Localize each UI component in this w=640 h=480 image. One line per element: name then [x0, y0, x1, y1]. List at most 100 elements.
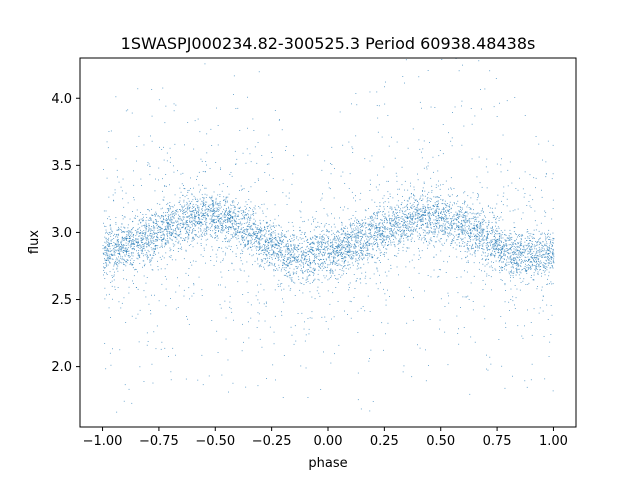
data-point: [337, 278, 339, 280]
data-point: [111, 258, 113, 260]
data-point: [287, 249, 289, 251]
data-point: [349, 234, 351, 236]
data-point: [265, 258, 266, 260]
data-point: [329, 231, 330, 233]
data-point: [141, 237, 143, 239]
data-point: [190, 222, 192, 224]
data-point: [349, 252, 350, 253]
data-point: [161, 216, 163, 218]
data-point: [320, 389, 322, 390]
data-point: [378, 223, 380, 225]
data-point: [311, 242, 313, 243]
data-point: [185, 221, 187, 223]
data-point: [222, 211, 223, 213]
data-point: [307, 263, 309, 265]
data-point: [121, 246, 123, 248]
data-point: [492, 217, 494, 219]
data-point: [287, 240, 289, 242]
data-point: [383, 236, 385, 238]
data-point: [283, 256, 285, 258]
data-point: [135, 269, 137, 270]
data-point: [341, 248, 343, 250]
data-point: [348, 247, 350, 248]
data-point: [290, 262, 292, 263]
data-point: [369, 358, 370, 359]
data-point: [363, 250, 364, 252]
data-point: [186, 203, 188, 205]
data-point: [283, 355, 285, 356]
data-point: [417, 215, 419, 217]
data-point: [253, 232, 255, 234]
data-point: [221, 190, 223, 192]
data-point: [433, 245, 435, 247]
data-point: [242, 263, 244, 265]
data-point: [317, 243, 319, 245]
data-point: [482, 258, 484, 260]
data-point: [550, 241, 551, 242]
data-point: [490, 233, 491, 234]
data-point: [404, 214, 406, 215]
data-point: [274, 230, 276, 231]
data-point: [185, 250, 187, 252]
data-point: [286, 264, 288, 266]
data-points: [102, 58, 555, 413]
data-point: [358, 231, 359, 233]
data-point: [413, 211, 415, 213]
data-point: [116, 267, 118, 269]
data-point: [503, 244, 504, 246]
data-point: [443, 233, 445, 235]
data-point: [241, 218, 243, 220]
data-point: [128, 233, 130, 235]
data-point: [215, 237, 217, 238]
data-point: [154, 223, 156, 224]
data-point: [198, 213, 200, 215]
data-point: [179, 216, 181, 218]
data-point: [414, 221, 416, 223]
data-point: [407, 223, 409, 225]
data-point: [382, 197, 384, 199]
data-point: [369, 217, 371, 219]
data-point: [186, 194, 188, 196]
data-point: [158, 99, 160, 101]
data-point: [473, 216, 475, 218]
data-point: [359, 225, 360, 226]
data-point: [500, 255, 502, 257]
data-point: [432, 213, 434, 215]
data-point: [393, 219, 395, 221]
data-point: [425, 349, 426, 351]
data-point: [332, 273, 334, 274]
data-point: [257, 178, 259, 180]
data-point: [251, 234, 252, 236]
data-point: [267, 240, 269, 241]
data-point: [167, 225, 169, 227]
data-point: [316, 236, 317, 238]
data-point: [150, 259, 152, 261]
data-point: [125, 265, 127, 267]
data-point: [226, 231, 228, 233]
data-point: [280, 283, 281, 285]
data-point: [184, 204, 186, 206]
data-point: [421, 218, 423, 220]
data-point: [340, 228, 342, 230]
data-point: [426, 201, 428, 203]
data-point: [464, 215, 466, 217]
data-point: [414, 195, 416, 197]
data-point: [440, 238, 442, 239]
data-point: [522, 245, 524, 247]
data-point: [528, 264, 529, 266]
data-point: [420, 219, 421, 220]
data-point: [157, 237, 158, 238]
data-point: [522, 260, 524, 262]
data-point: [330, 246, 331, 248]
data-point: [188, 207, 190, 208]
data-point: [285, 274, 286, 276]
data-point: [132, 262, 134, 263]
data-point: [439, 217, 441, 219]
data-point: [375, 262, 377, 264]
data-point: [449, 218, 451, 219]
data-point: [412, 218, 413, 219]
data-point: [456, 219, 457, 221]
data-point: [364, 222, 366, 224]
data-point: [318, 259, 319, 260]
data-point: [207, 209, 209, 211]
